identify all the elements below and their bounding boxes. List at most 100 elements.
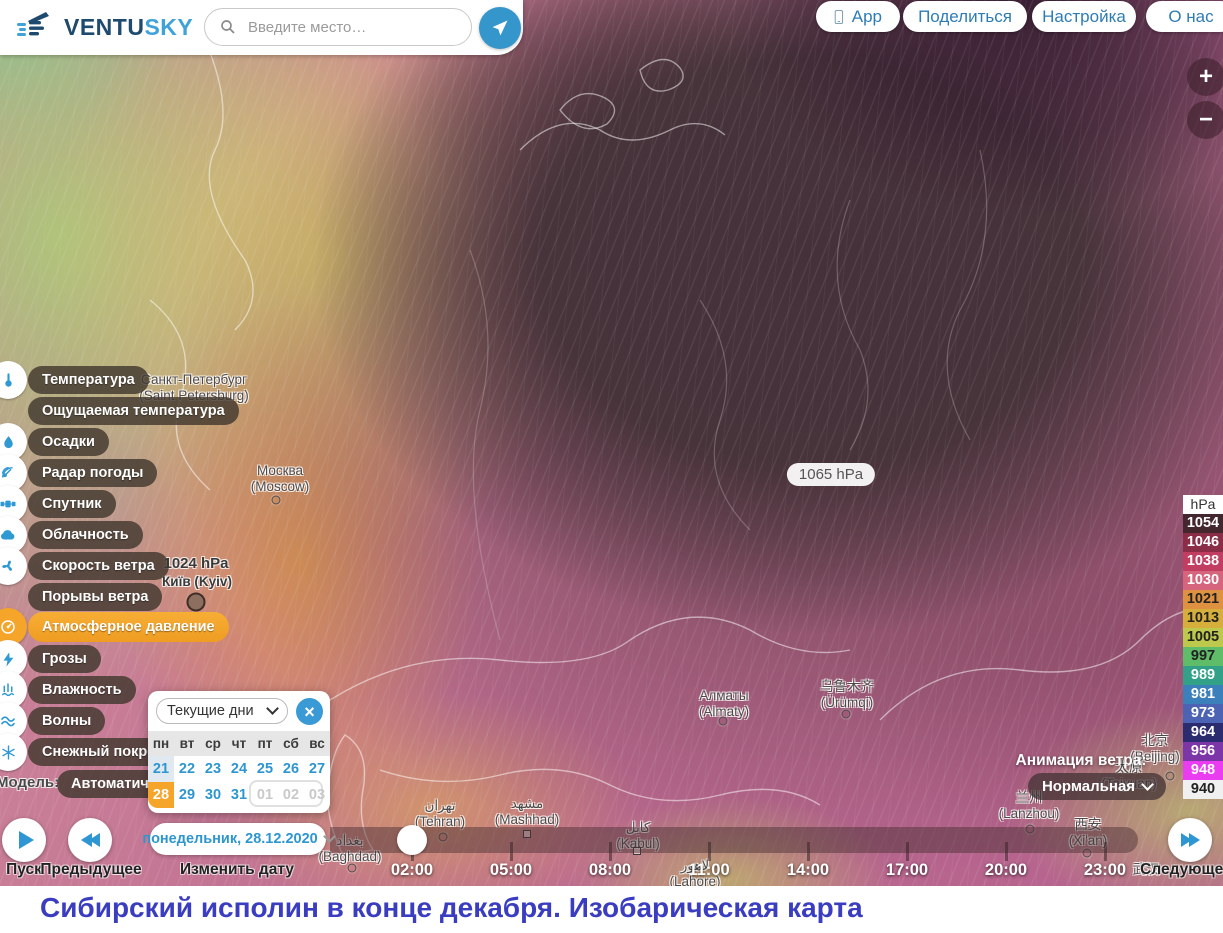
legend-entry: 981 — [1183, 685, 1223, 704]
city-label: لاهور (Lahore) — [669, 858, 721, 886]
about-button[interactable]: О нас — [1146, 1, 1223, 32]
calendar-day-02[interactable]: 02 — [282, 787, 300, 803]
city-label: 北京 (Beijing) — [1130, 733, 1180, 765]
change-date-label: Изменить дату — [180, 861, 294, 878]
timeline-tick — [1005, 842, 1008, 861]
next-label: Следующее — [1140, 861, 1223, 878]
layer-button-pressure[interactable]: Атмосферное давление — [28, 612, 229, 642]
city-label: تهران (Tehran) — [414, 798, 466, 830]
calendar-day-01[interactable]: 01 — [256, 787, 274, 803]
ventusky-logo-icon — [17, 12, 49, 36]
layer-button-clouds[interactable]: Облачность — [28, 521, 143, 549]
layer-button-humidity[interactable]: Влажность — [28, 676, 136, 704]
kyiv-marker — [186, 592, 206, 612]
play-label: Пуск — [6, 861, 42, 878]
calendar-day-25[interactable]: 25 — [256, 761, 274, 777]
timeline-tick — [906, 842, 909, 861]
city-label: كابل (Kabul) — [616, 820, 660, 852]
chevron-down-icon — [266, 702, 279, 715]
city-marker — [438, 832, 448, 842]
previous-button[interactable] — [68, 818, 112, 862]
timeline-tick — [807, 842, 810, 861]
calendar-day-23[interactable]: 23 — [204, 761, 222, 777]
legend-entry: 973 — [1183, 704, 1223, 723]
calendar-day-22[interactable]: 22 — [178, 761, 196, 777]
app-button[interactable]: App — [816, 1, 900, 32]
legend-entry: 1021 — [1183, 590, 1223, 609]
zoom-in-button[interactable]: + — [1187, 58, 1223, 96]
timeline-tick — [609, 842, 612, 861]
search-box — [204, 8, 472, 46]
timeline-time: 20:00 — [984, 861, 1028, 879]
phone-icon — [834, 9, 844, 24]
calendar-close-button[interactable]: × — [296, 698, 323, 725]
pressure-legend: hPa 1054 1046 1038 1030 1021 1013 1005 9… — [1183, 495, 1223, 799]
legend-entry: 989 — [1183, 666, 1223, 685]
search-input[interactable] — [246, 17, 450, 37]
calendar-popup: Текущие дни × пн вт ср чт пт сб вс 21 22… — [148, 691, 330, 813]
top-bar: VENTUSKY — [0, 0, 523, 55]
city-marker — [523, 830, 531, 838]
calendar-day-31[interactable]: 31 — [230, 787, 248, 803]
share-button[interactable]: Поделиться — [903, 1, 1027, 32]
city-marker — [271, 495, 281, 505]
layer-button-satellite[interactable]: Спутник — [28, 490, 116, 518]
city-label: Алматы (Almaty) — [698, 688, 750, 720]
settings-button[interactable]: Настройка — [1032, 1, 1136, 32]
city-label: 乌鲁木齐 (Ürümqi) — [820, 679, 874, 711]
model-label: Модель: — [0, 774, 60, 791]
city-marker — [841, 709, 851, 719]
calendar-day-30[interactable]: 30 — [204, 787, 222, 803]
timeline-time: 17:00 — [885, 861, 929, 879]
country-borders — [469, 149, 988, 641]
calendar-day-28-selected[interactable]: 28 — [148, 782, 174, 808]
timeline-time: 02:00 — [390, 861, 434, 879]
layer-button-radar[interactable]: Радар погоды — [28, 459, 158, 487]
timeline-time: 05:00 — [489, 861, 533, 879]
layer-button-feels-like[interactable]: Ощущаемая температура — [28, 397, 239, 425]
logo-text-dark: VENTU — [64, 13, 145, 40]
layer-button-precipitation[interactable]: Осадки — [28, 428, 109, 456]
layer-button-temperature[interactable]: Температура — [28, 366, 149, 394]
calendar-day-27[interactable]: 27 — [308, 761, 326, 777]
legend-entry: 956 — [1183, 742, 1223, 761]
timeline-time: 14:00 — [786, 861, 830, 879]
legend-entry: 1005 — [1183, 628, 1223, 647]
city-marker — [347, 863, 357, 873]
legend-entry: 997 — [1183, 647, 1223, 666]
pressure-max-badge: 1065 hPa — [786, 463, 876, 486]
city-label: Москва (Moscow) — [250, 463, 310, 495]
calendar-day-26[interactable]: 26 — [282, 761, 300, 777]
page-title: Сибирский исполин в конце декабря. Изоба… — [40, 892, 863, 923]
date-select-button[interactable]: понедельник, 28.12.2020 — [142, 823, 336, 855]
zoom-out-button[interactable]: − — [1187, 101, 1223, 139]
timeline-tick — [510, 842, 513, 861]
calendar-day-21[interactable]: 21 — [148, 756, 174, 782]
city-label: مشهد (Mashhad) — [494, 796, 560, 828]
city-label: بغداد (Baghdad) — [318, 833, 382, 865]
calendar-day-24[interactable]: 24 — [230, 761, 248, 777]
calendar-week-row: 28 29 30 31 01 02 03 — [148, 782, 330, 808]
next-button[interactable] — [1168, 818, 1212, 862]
calendar-day-29[interactable]: 29 — [178, 787, 196, 803]
city-label: 西安 (Xi'an) — [1068, 817, 1108, 849]
layer-button-wind-gusts[interactable]: Порывы ветра — [28, 583, 163, 611]
calendar-week-row: 21 22 23 24 25 26 27 — [148, 756, 330, 782]
city-marker — [718, 716, 728, 726]
calendar-range-select[interactable]: Текущие дни — [156, 698, 288, 724]
timeline-slider-handle[interactable] — [397, 825, 427, 855]
city-marker — [633, 847, 641, 855]
layer-button-thunderstorms[interactable]: Грозы — [28, 645, 101, 673]
timeline-tick — [708, 842, 711, 861]
layer-button-wind-speed[interactable]: Скорость ветра — [28, 552, 169, 580]
calendar-day-03[interactable]: 03 — [308, 787, 326, 803]
wind-animation-select[interactable]: Нормальная — [1028, 773, 1166, 800]
timeline-tick — [1104, 842, 1107, 861]
locate-me-button[interactable] — [479, 7, 521, 49]
timeline-bar[interactable] — [330, 827, 1138, 853]
legend-unit: hPa — [1183, 495, 1223, 514]
navigation-arrow-icon — [492, 20, 508, 36]
play-button[interactable] — [2, 818, 46, 862]
ventusky-logo[interactable]: VENTUSKY — [16, 9, 193, 45]
layer-button-waves[interactable]: Волны — [28, 707, 106, 735]
